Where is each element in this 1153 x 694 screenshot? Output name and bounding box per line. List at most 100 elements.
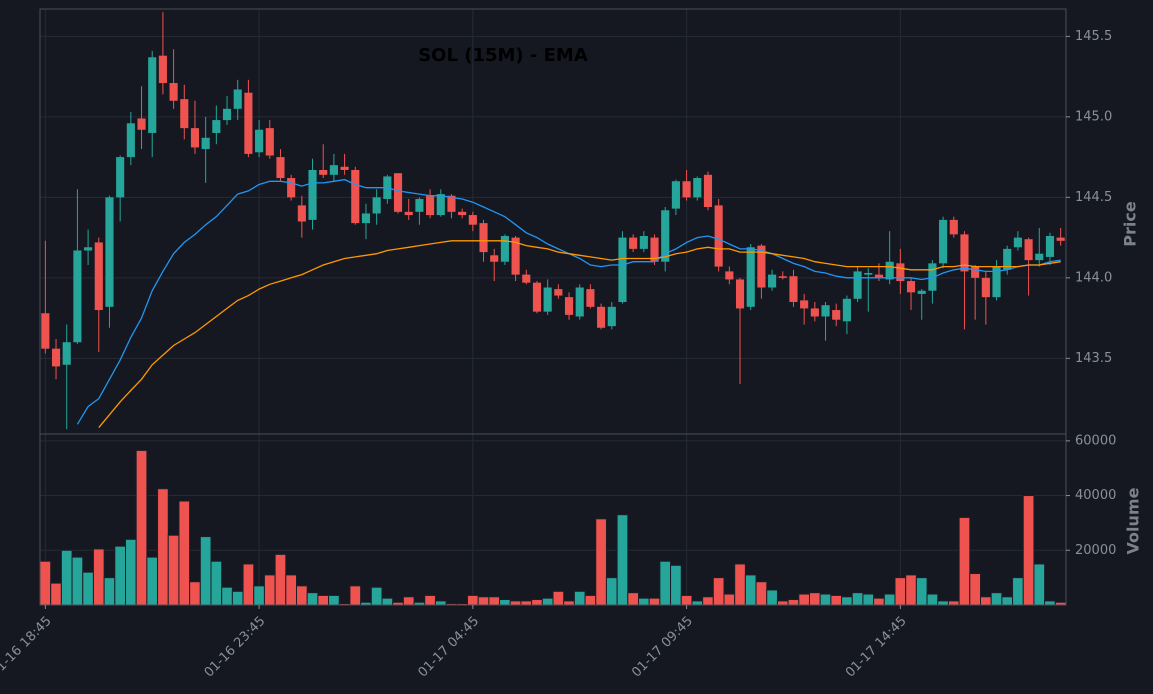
volume-bar (691, 600, 704, 606)
volume-bar (531, 599, 543, 606)
candle-body (62, 342, 71, 365)
candle-body (1013, 237, 1022, 248)
candle-body (500, 235, 509, 262)
volume-bar (894, 577, 907, 606)
candle-body (137, 118, 146, 130)
candle-body (190, 128, 200, 148)
candle-body (949, 219, 958, 235)
candle-body (639, 235, 648, 249)
candle-body (832, 310, 841, 320)
candle-body (265, 128, 274, 156)
y-tick-label: 145.0 (1075, 109, 1112, 124)
volume-bar (1012, 577, 1024, 606)
y-tick-label: 145.5 (1075, 29, 1112, 44)
volume-bar (659, 560, 672, 606)
candle-body (981, 277, 990, 298)
volume-bar (744, 574, 757, 606)
candle-body (800, 300, 809, 309)
candle-body (447, 195, 456, 212)
volume-bar (595, 518, 607, 606)
volume-bar (114, 545, 126, 606)
volume-bar (92, 548, 105, 606)
candle-body (404, 211, 413, 216)
candle-body (297, 205, 306, 222)
candle-body (426, 195, 435, 216)
candle-body (554, 289, 563, 296)
candle-body (479, 223, 488, 253)
candle-body (906, 281, 916, 293)
candle-body (468, 215, 477, 225)
candle-body (158, 55, 167, 84)
candle-body (917, 290, 926, 294)
volume-bar (167, 534, 180, 606)
volume-bar (873, 597, 885, 606)
candle-body (960, 234, 969, 272)
candle-body (361, 213, 371, 224)
volume-bar (605, 577, 618, 606)
volume-bar (616, 514, 629, 606)
volume-bar (990, 592, 1003, 606)
volume-bar (563, 600, 575, 606)
volume-bar (862, 593, 875, 606)
volume-bar (969, 573, 981, 606)
candle-body (853, 271, 862, 299)
volume-bar (766, 589, 778, 606)
candle-body (821, 305, 830, 317)
candle-body (810, 308, 819, 317)
chart-title: SOL (15M) - EMA (418, 45, 588, 66)
volume-bar (734, 563, 746, 606)
volume-bar (627, 592, 639, 606)
candle-body (84, 247, 93, 251)
volume-bar (199, 536, 212, 606)
volume-bar (103, 577, 116, 606)
volume-bar (851, 592, 864, 606)
candle-body (255, 129, 264, 153)
candle-body (896, 263, 905, 282)
candle-body (714, 205, 723, 267)
candle-body (126, 123, 135, 158)
volume-bar (296, 585, 308, 606)
candle-body (94, 242, 103, 311)
volume-bar (830, 594, 843, 606)
y-tick-label: 60000 (1075, 433, 1116, 448)
volume-bar (328, 594, 340, 606)
candle-body (319, 169, 328, 175)
candle-body (458, 211, 467, 216)
candle-body (874, 274, 884, 278)
candle-body (650, 237, 659, 262)
volume-bar (915, 577, 928, 606)
volume-bar (82, 571, 94, 606)
candle-body (618, 237, 627, 302)
candle-body (543, 287, 552, 312)
candle-body (575, 287, 584, 317)
candle-body (1024, 239, 1033, 261)
volume-bar (947, 600, 960, 606)
volume-bar (146, 556, 159, 606)
volume-bar (926, 593, 939, 606)
candle-body (169, 83, 178, 101)
y-tick-label: 40000 (1075, 488, 1116, 503)
candle-body (725, 271, 734, 280)
candle-body (939, 219, 948, 264)
ema-line (98, 240, 1061, 429)
volume-bar (787, 599, 800, 606)
candle-body (1003, 248, 1012, 270)
candle-body (340, 166, 349, 170)
volume-bar (349, 585, 362, 606)
volume-bar (231, 590, 244, 606)
volume-bar (980, 596, 992, 606)
volume-bar (242, 563, 255, 606)
candle-body (607, 306, 616, 327)
volume-bar (841, 596, 853, 606)
candle-body (778, 276, 787, 278)
candle-body (276, 157, 285, 179)
volume-bar (125, 538, 137, 606)
volume-bar (71, 556, 84, 606)
y-tick-label: 20000 (1075, 543, 1116, 558)
candle-body (73, 250, 82, 343)
volume-bar (285, 574, 297, 606)
volume-bar (755, 581, 768, 606)
candle-body (372, 197, 381, 214)
volume-bar (274, 553, 287, 606)
volume-bar (638, 597, 650, 606)
